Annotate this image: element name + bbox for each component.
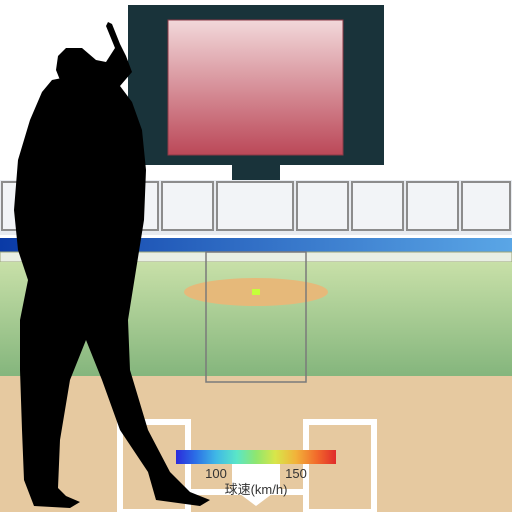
stand-segment (462, 182, 510, 230)
stand-segment (162, 182, 213, 230)
batter-head (69, 61, 117, 109)
colorbar-tick: 100 (205, 466, 227, 481)
stand-segment (217, 182, 293, 230)
stand-segment (352, 182, 403, 230)
speed-colorbar (176, 450, 336, 464)
stand-segment (297, 182, 348, 230)
colorbar-title: 球速(km/h) (225, 482, 288, 497)
stand-segment (407, 182, 458, 230)
colorbar-tick: 150 (285, 466, 307, 481)
pitching-rubber (252, 289, 260, 295)
scoreboard-screen (168, 20, 343, 155)
